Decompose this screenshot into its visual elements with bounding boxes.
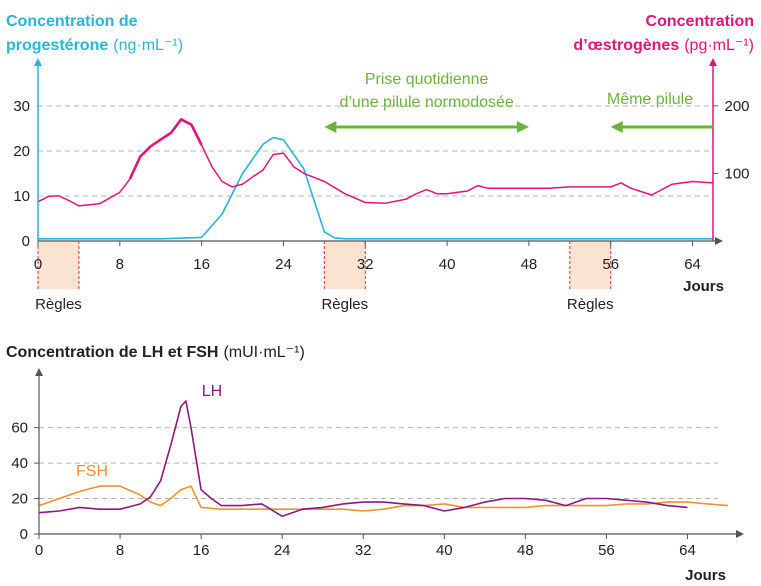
regles-label: Règles — [567, 296, 614, 313]
annotation-text-line1: Prise quotidienne — [365, 71, 489, 88]
x-axis-arrow — [715, 237, 723, 245]
series-label-lh: LH — [202, 383, 222, 400]
grid-lines — [39, 427, 718, 500]
ylabel-lh-fsh-unit: (mUI·mL⁻¹) — [223, 344, 304, 361]
tick-labels: 0 8 16 24 32 40 48 56 64 0 10 20 30 100 200 — [13, 98, 749, 273]
x-tick-label: 8 — [116, 256, 124, 273]
x-tick-label: 32 — [357, 256, 374, 273]
x-tick-label: 40 — [436, 542, 453, 559]
x-tick-label: 8 — [116, 542, 124, 559]
x-tick-label: 40 — [439, 256, 456, 273]
x-axis-arrow — [736, 530, 744, 538]
series-oestrogenes — [37, 118, 714, 207]
x-tick-label: 64 — [684, 256, 701, 273]
y-right-tick-label: 100 — [724, 165, 749, 182]
y-tick-label: 60 — [11, 420, 28, 437]
ylabel-right-line2: d’œstrogènes (pg·mL⁻¹) — [573, 37, 754, 54]
series-label-fsh: FSH — [76, 463, 108, 480]
annotation-text-line2: d’une pilule normodosée — [339, 94, 513, 111]
y-axis-arrow — [35, 368, 43, 376]
y-left-tick-label: 0 — [22, 233, 30, 250]
series-lines — [37, 118, 714, 240]
annotation-text-line1: Même pilule — [607, 91, 693, 108]
y-tick-label: 40 — [11, 455, 28, 472]
series-lines — [38, 400, 729, 518]
x-tick-label: 0 — [34, 256, 42, 273]
tick-labels: 0 8 16 24 32 40 48 56 64 0 20 40 60 — [11, 420, 696, 559]
x-tick-label: 24 — [274, 542, 291, 559]
regles-label: Règles — [35, 296, 82, 313]
regles-label: Règles — [321, 296, 368, 313]
x-tick-label: 56 — [602, 256, 619, 273]
series-progesterone — [38, 136, 713, 240]
series-lh — [38, 400, 688, 518]
x-tick-label: 64 — [679, 542, 696, 559]
axes — [35, 368, 744, 538]
ylabel-lh-fsh-name: Concentration de LH et FSH — [6, 344, 218, 361]
ylabel-right-line1: Concentration — [646, 13, 754, 30]
ylabel-right-name: d’œstrogènes — [573, 37, 679, 54]
x-tick-label: 48 — [517, 542, 534, 559]
ylabel-left-unit: (ng·mL⁻¹) — [113, 37, 183, 54]
x-tick-label: 0 — [35, 542, 43, 559]
x-tick-label: 56 — [598, 542, 615, 559]
y-right-tick-label: 200 — [724, 98, 749, 115]
ylabel-left-name: progestérone — [6, 37, 108, 54]
xlabel-jours: Jours — [683, 278, 724, 295]
regles-bands: Règles Règles Règles — [35, 241, 614, 313]
y-axis-right-arrow — [709, 58, 717, 66]
regles-band — [324, 241, 366, 289]
axes — [34, 58, 723, 245]
chart-lh-fsh: 0 8 16 24 32 40 48 56 64 0 20 40 60 LH FSH Concentrat… — [6, 344, 744, 584]
annotation-arrowhead-left — [324, 121, 337, 133]
annotations: Prise quotidienne d’une pilule normodosée… — [324, 71, 713, 133]
xlabel-jours-2: Jours — [685, 567, 726, 584]
regles-band — [38, 241, 79, 289]
chart-hormones-ovariennes: Règles Règles Règles 0 8 16 24 32 40 48 56 64 0 10 20… — [6, 13, 754, 313]
y-tick-label: 0 — [20, 526, 28, 543]
x-tick-label: 16 — [193, 542, 210, 559]
regles-band — [569, 241, 611, 289]
series-oestrogenes-peak — [128, 118, 203, 180]
y-left-tick-label: 30 — [13, 98, 30, 115]
annotation-arrowhead-left — [610, 121, 623, 133]
ylabel-lh-fsh: Concentration de LH et FSH (mUI·mL⁻¹) — [6, 344, 305, 361]
y-left-tick-label: 20 — [13, 143, 30, 160]
y-axis-left-arrow — [34, 58, 42, 66]
x-tick-label: 32 — [355, 542, 372, 559]
x-tick-label: 48 — [521, 256, 538, 273]
y-left-tick-label: 10 — [13, 188, 30, 205]
x-tick-label: 16 — [193, 256, 210, 273]
series-labels: LH FSH — [76, 383, 222, 480]
ylabel-right-unit: (pg·mL⁻¹) — [684, 37, 754, 54]
annotation-arrowhead-right — [516, 121, 529, 133]
x-tick-label: 24 — [275, 256, 292, 273]
ylabel-left-line2: progestérone (ng·mL⁻¹) — [6, 37, 183, 54]
series-fsh — [38, 485, 729, 512]
y-tick-label: 20 — [11, 491, 28, 508]
ylabel-left-line1: Concentration de — [6, 13, 138, 30]
grid-lines — [38, 105, 713, 197]
